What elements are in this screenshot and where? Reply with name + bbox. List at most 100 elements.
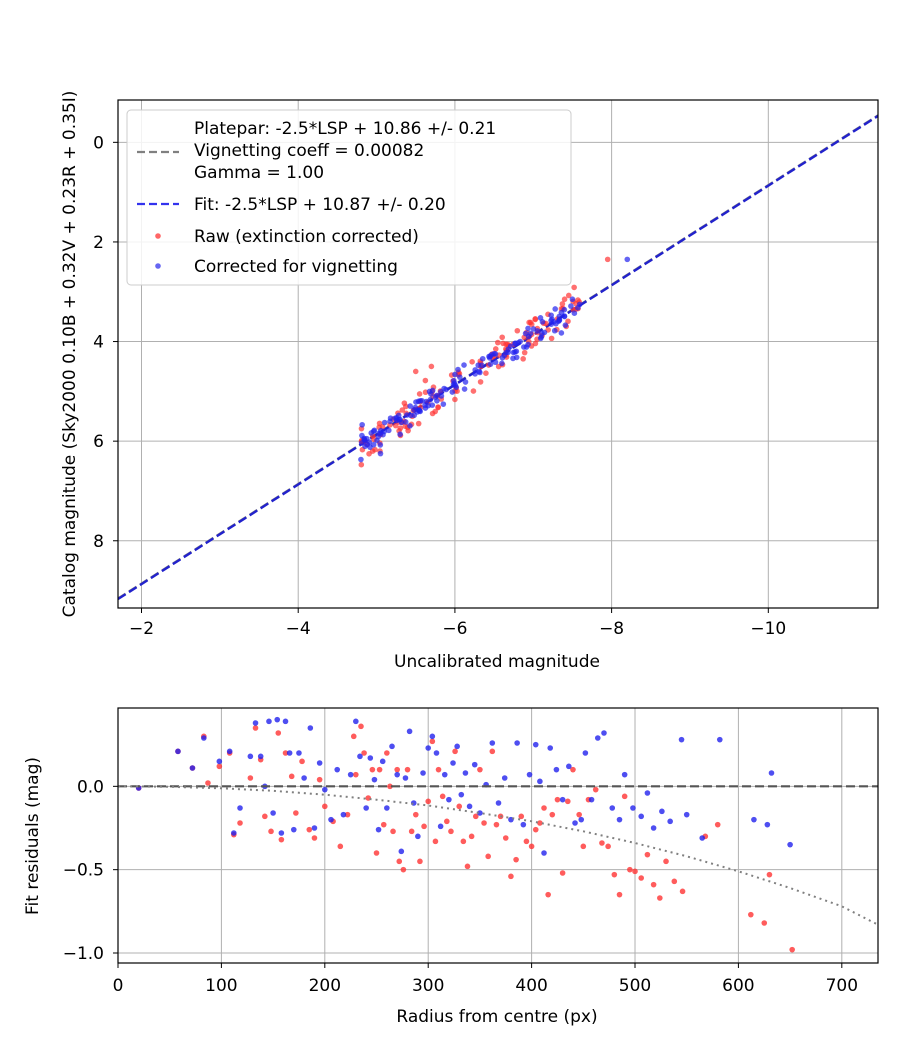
bottom-scatter-point	[621, 771, 628, 778]
bottom-scatter-point	[201, 735, 207, 741]
top-scatter-point	[443, 386, 449, 393]
top-scatter-point	[405, 427, 411, 434]
bottom-scatter-point	[508, 873, 514, 880]
bottom-scatter-point	[616, 816, 623, 823]
top-scatter-point	[556, 313, 563, 320]
bottom-scatter-point	[450, 760, 456, 766]
top-scatter-point	[561, 306, 568, 313]
top-scatter-point	[452, 396, 458, 403]
bottom-x-tick-label: 100	[205, 976, 237, 996]
bottom-scatter-point	[316, 776, 323, 783]
top-scatter-point	[477, 379, 484, 385]
bottom-scatter-point	[537, 820, 543, 826]
top-scatter-point	[538, 334, 545, 340]
bottom-scatter-point	[582, 750, 589, 756]
top-scatter-point	[487, 361, 494, 367]
bottom-scatter-point	[601, 730, 607, 736]
top-scatter-point	[415, 420, 422, 427]
top-scatter-point	[510, 349, 517, 356]
bottom-scatter-point	[390, 828, 396, 835]
top-scatter-point	[555, 318, 562, 325]
bottom-scatter-point	[350, 733, 357, 740]
top-scatter-point	[505, 349, 511, 356]
top-x-tick-label: −10	[750, 619, 786, 639]
legend-platepar-label: Gamma = 1.00	[194, 163, 324, 183]
bottom-scatter-point	[189, 765, 196, 771]
bottom-scatter-point	[299, 758, 305, 765]
bottom-scatter-point	[216, 758, 223, 765]
bottom-y-tick-label: −0.5	[63, 861, 104, 881]
bottom-scatter-point	[311, 825, 318, 831]
top-scatter-point	[387, 415, 394, 421]
bottom-scatter-point	[768, 770, 775, 776]
bottom-scatter-point	[549, 811, 556, 818]
bottom-plot-frame	[117, 707, 879, 964]
bottom-scatter-point	[400, 866, 407, 873]
bottom-scatter-point	[257, 753, 264, 760]
top-scatter-point	[561, 313, 568, 319]
bottom-scatter-point	[344, 811, 351, 818]
top-scatter-point	[477, 369, 483, 376]
bottom-scatter-point	[526, 771, 533, 778]
bottom-scatter-point	[237, 805, 243, 811]
bottom-scatter-point	[650, 825, 657, 831]
top-scatter-point	[492, 359, 499, 366]
bottom-scatter-point	[437, 823, 444, 830]
bottom-scatter-point	[322, 786, 328, 793]
bottom-scatter-point	[363, 805, 369, 811]
bottom-scatter-point	[572, 820, 578, 826]
bottom-scatter-point	[501, 775, 508, 781]
top-x-tick-label: −2	[129, 619, 154, 639]
bottom-scatter-point	[611, 871, 618, 878]
bottom-scatter-point	[594, 735, 601, 741]
bottom-scatter-point	[376, 766, 383, 773]
top-scatter-point	[501, 352, 508, 359]
bottom-scatter-point	[520, 821, 527, 828]
top-ticks: −2 −4 −6 −8 −10 0 2 4 6 8	[93, 133, 786, 639]
top-scatter-point	[407, 412, 414, 419]
top-scatter-point	[562, 322, 569, 328]
bottom-scatter-point	[751, 816, 757, 823]
bottom-scatter-point	[532, 741, 539, 748]
bottom-scatter-point	[559, 870, 566, 876]
bottom-y-tick-label: 0.0	[77, 777, 104, 797]
bottom-scatter-point	[554, 796, 561, 803]
top-scatter-point	[624, 256, 631, 263]
bottom-scatter-point	[417, 858, 423, 865]
bottom-scatter-point	[380, 821, 387, 828]
bottom-scatter-point	[627, 866, 633, 873]
bottom-scatter-point	[621, 793, 628, 800]
top-x-tick-label: −8	[599, 619, 624, 639]
bottom-scatter-point	[553, 766, 560, 773]
bottom-scatter-point	[415, 833, 421, 840]
top-scatter-point	[541, 329, 548, 336]
top-scatter-point	[450, 381, 457, 388]
top-x-axis-label: Uncalibrated magnitude	[394, 652, 600, 672]
top-scatter-point	[548, 335, 555, 342]
bottom-scatter-point	[789, 946, 795, 953]
top-scatter-point	[412, 404, 419, 411]
top-y-tick-label: 2	[93, 233, 104, 253]
bottom-x-tick-label: 500	[619, 976, 651, 996]
top-scatter-point	[359, 421, 365, 428]
top-plot-frame	[117, 99, 879, 609]
bottom-scatter-point	[373, 850, 380, 856]
bottom-scatter-point	[290, 826, 297, 833]
bottom-scatter-point	[420, 770, 426, 776]
bottom-scatter-point	[286, 750, 293, 756]
bottom-scatter-point	[659, 808, 665, 815]
top-scatter-point	[571, 310, 578, 317]
bottom-scatter-point	[353, 771, 359, 778]
top-scatter-point	[539, 319, 546, 325]
top-scatter-point	[428, 363, 435, 370]
bottom-scatter-point	[464, 863, 471, 870]
bottom-scatter-point	[644, 790, 651, 796]
top-scatter-point	[429, 410, 436, 417]
bottom-scatter-point	[616, 891, 623, 898]
bottom-scatter-point	[268, 828, 274, 835]
bottom-scatter-point	[446, 796, 452, 803]
bottom-scatter-point	[502, 835, 509, 841]
top-scatter-point	[426, 388, 433, 395]
bottom-x-tick-label: 700	[826, 976, 858, 996]
